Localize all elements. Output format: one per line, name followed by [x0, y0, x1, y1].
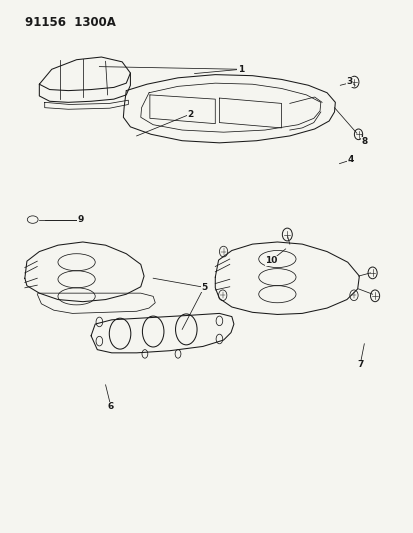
Text: 4: 4 [347, 156, 354, 164]
Text: 91156  1300A: 91156 1300A [25, 16, 116, 29]
Text: 3: 3 [346, 77, 352, 86]
Text: 9: 9 [77, 215, 84, 224]
Text: 8: 8 [360, 138, 367, 146]
Text: 1: 1 [237, 65, 244, 74]
Text: 6: 6 [107, 402, 114, 411]
Text: 7: 7 [356, 360, 363, 369]
Text: 10: 10 [264, 256, 277, 265]
Text: 2: 2 [187, 110, 193, 118]
Text: 5: 5 [200, 283, 207, 292]
